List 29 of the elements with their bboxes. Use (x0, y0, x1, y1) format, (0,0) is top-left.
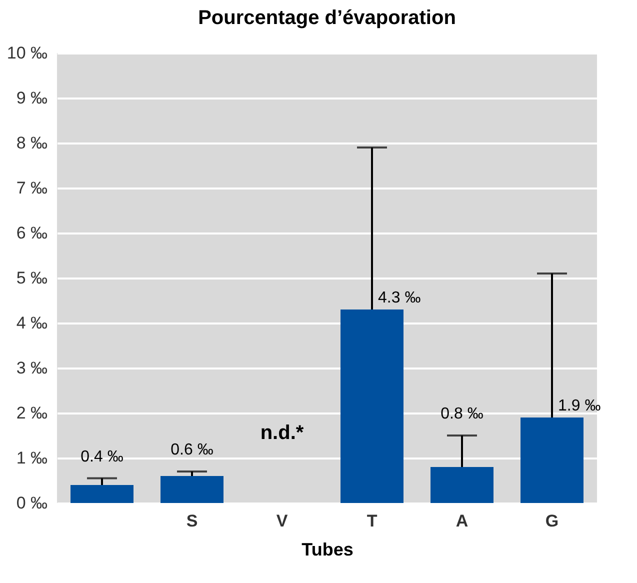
y-tick-label: 4 ‰ (16, 314, 48, 332)
y-tick-label: 8 ‰ (16, 134, 48, 152)
text: n.d.* (260, 422, 304, 444)
y-tick-label: 3 ‰ (16, 358, 48, 378)
data-label: 0.6 ‰ (170, 442, 214, 458)
y-tick-label: 5 ‰ (16, 268, 48, 288)
y-tick-label: 1 ‰ (16, 448, 48, 468)
x-tick-label: V (276, 512, 288, 530)
bar (160, 476, 224, 503)
data-label: 4.3 ‰ (378, 290, 421, 306)
data-label: 0.8 ‰ (440, 406, 484, 422)
x-tick-label: A (456, 512, 468, 530)
x-tick-label: S (186, 512, 198, 530)
y-tick-label: 9 ‰ (16, 88, 48, 108)
y-tick-label: 7 ‰ (16, 178, 48, 198)
y-tick-label: 0 ‰ (16, 494, 48, 512)
y-tick-label: 10 ‰ (6, 44, 48, 62)
data-label: 1.9 ‰ (558, 398, 601, 414)
chart-title: Pourcentage d’évaporation (198, 7, 456, 29)
data-label: 0.4 ‰ (80, 448, 124, 466)
bar (340, 310, 404, 503)
y-tick-label: 2 ‰ (16, 404, 48, 422)
bar (70, 485, 134, 503)
bar (520, 418, 584, 503)
x-tick-label: T (366, 512, 378, 530)
y-tick-label: 6 ‰ (16, 224, 48, 242)
x-axis-title: Tubes (302, 540, 354, 560)
bar (430, 467, 494, 503)
x-tick-label: G (545, 512, 559, 530)
